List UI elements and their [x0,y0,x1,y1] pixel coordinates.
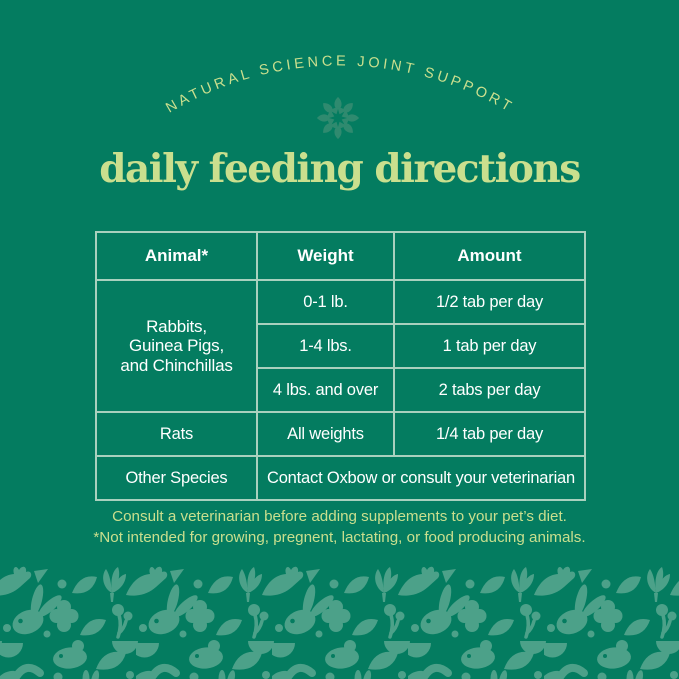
botanical-animal-pattern [0,565,679,679]
weight-cell: All weights [256,411,395,457]
flower-icon [317,97,359,139]
table-row: Rats All weights 1/4 tab per day [95,411,586,457]
weight-cell: 4 lbs. and over [256,367,395,413]
other-species-note-cell: Contact Oxbow or consult your veterinari… [256,455,586,501]
amount-cell: 2 tabs per day [393,367,586,413]
table-header-row: Animal* Weight Amount [95,231,586,281]
animal-line: and Chinchillas [120,355,233,375]
footnote-line-2: *Not intended for growing, pregnent, lac… [93,529,586,546]
footnote-line-1: Consult a veterinarian before adding sup… [112,508,567,525]
column-header-weight: Weight [256,231,395,281]
column-header-animal: Animal* [95,231,258,281]
feeding-directions-table: Animal* Weight Amount Rabbits, Guinea Pi… [95,231,586,501]
amount-cell: 1/2 tab per day [393,279,586,325]
amount-cell: 1/4 tab per day [393,411,586,457]
amount-cell: 1 tab per day [393,323,586,369]
table-row: Other Species Contact Oxbow or consult y… [95,455,586,501]
weight-cell: 0-1 lb. [256,279,395,325]
animal-cell-rats: Rats [95,411,258,457]
footnotes: Consult a veterinarian before adding sup… [0,506,679,548]
table-row: Rabbits, Guinea Pigs, and Chinchillas 0-… [95,279,586,413]
page-title: daily feeding directions [99,146,581,192]
arc-brand-text: NATURAL SCIENCE JOINT SUPPORT [163,53,513,116]
weight-cell: 1-4 lbs. [256,323,395,369]
column-header-amount: Amount [393,231,586,281]
animal-line: Rabbits, [146,316,207,336]
table-row: 4 lbs. and over 2 tabs per day [96,367,586,413]
table-row: 1-4 lbs. 1 tab per day [96,323,586,369]
animal-cell-rabbits-group: Rabbits, Guinea Pigs, and Chinchillas [95,279,258,413]
animal-line: Guinea Pigs, [129,336,224,356]
animal-cell-other-species: Other Species [95,455,258,501]
